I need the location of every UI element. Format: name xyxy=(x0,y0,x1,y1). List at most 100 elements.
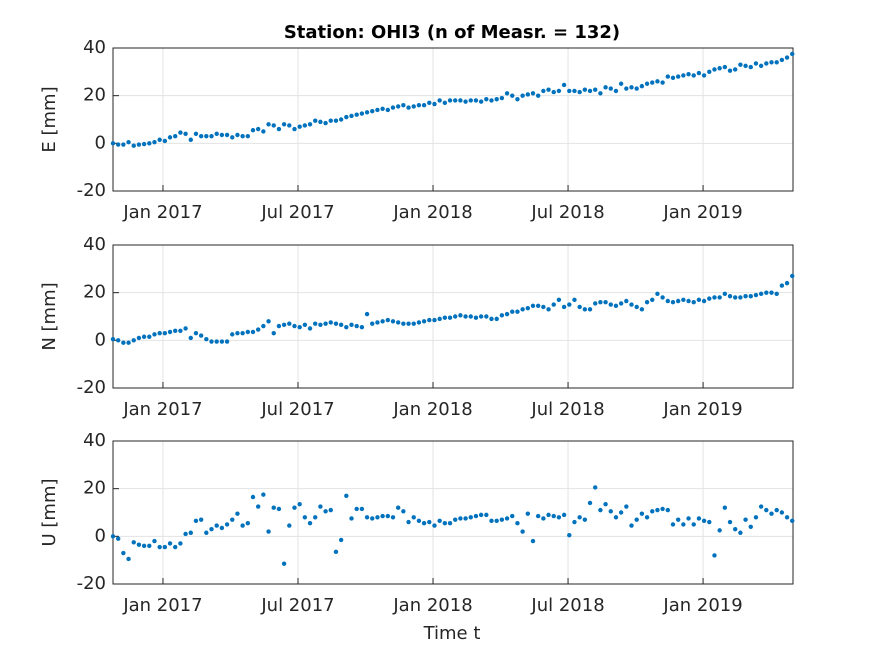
data-point xyxy=(416,103,422,108)
data-point xyxy=(691,522,696,527)
data-point xyxy=(126,340,131,345)
data-point xyxy=(624,298,629,304)
data-point xyxy=(510,93,515,98)
chart-title: Station: OHI3 (n of Measr. = 132) xyxy=(284,22,620,43)
data-point xyxy=(432,317,437,323)
data-point xyxy=(712,553,717,558)
data-point xyxy=(447,521,453,526)
data-point xyxy=(613,303,619,308)
data-point xyxy=(598,300,603,305)
data-point xyxy=(240,133,245,139)
data-point xyxy=(375,107,380,113)
plot-border xyxy=(112,440,794,585)
data-point xyxy=(681,522,686,527)
data-point xyxy=(504,311,510,317)
data-point xyxy=(660,80,665,85)
data-point xyxy=(380,319,385,324)
data-point xyxy=(209,133,214,139)
data-point xyxy=(587,500,593,506)
data-point xyxy=(650,297,655,303)
data-point xyxy=(333,549,339,555)
data-point xyxy=(701,518,707,524)
data-point xyxy=(421,319,427,324)
data-point xyxy=(173,544,178,550)
data-point xyxy=(328,507,333,513)
data-point xyxy=(650,509,655,514)
data-point xyxy=(198,333,204,338)
data-point xyxy=(380,106,385,111)
data-point xyxy=(727,68,733,73)
data-point xyxy=(432,101,437,107)
data-point xyxy=(582,307,588,312)
y-tick-label: 40 xyxy=(83,37,106,58)
data-point xyxy=(733,295,738,300)
data-point xyxy=(147,334,152,339)
data-point xyxy=(494,518,499,524)
data-point xyxy=(675,517,681,522)
y-tick-label: 40 xyxy=(83,234,106,255)
data-point xyxy=(510,513,515,519)
data-point xyxy=(333,118,339,123)
x-tick-label: Jan 2019 xyxy=(662,399,742,420)
data-point xyxy=(302,515,308,520)
data-point xyxy=(261,129,266,134)
data-point xyxy=(157,544,162,550)
data-point xyxy=(515,521,520,526)
data-point xyxy=(338,322,344,328)
data-point xyxy=(302,322,308,328)
data-point xyxy=(738,530,743,535)
x-tick-label: Jan 2019 xyxy=(662,202,742,223)
y-tick-label: 20 xyxy=(83,478,106,499)
data-point xyxy=(292,505,297,510)
data-point xyxy=(421,103,427,108)
data-point xyxy=(209,339,214,344)
data-point xyxy=(204,133,209,139)
data-point xyxy=(567,532,572,538)
data-point xyxy=(344,493,349,499)
data-point xyxy=(131,540,136,545)
data-point xyxy=(437,518,442,524)
data-point xyxy=(722,505,728,510)
data-point xyxy=(546,512,551,518)
x-tick-label: Jan 2018 xyxy=(392,595,472,616)
data-point xyxy=(110,534,116,539)
data-point xyxy=(624,86,629,91)
data-point xyxy=(681,297,686,303)
data-point xyxy=(593,301,598,306)
data-point xyxy=(535,513,541,519)
data-point xyxy=(463,516,468,521)
data-point xyxy=(499,95,505,101)
data-point xyxy=(167,135,173,140)
data-point xyxy=(152,139,157,145)
data-point xyxy=(556,515,562,520)
data-point xyxy=(535,303,541,308)
data-point xyxy=(313,321,318,326)
data-point xyxy=(603,85,608,90)
data-point xyxy=(250,494,256,500)
data-point xyxy=(655,79,660,84)
data-point xyxy=(686,516,691,521)
data-point xyxy=(390,515,396,520)
data-point xyxy=(276,323,282,329)
data-point xyxy=(162,330,168,336)
data-point xyxy=(510,309,515,314)
data-point xyxy=(157,330,162,336)
data-point xyxy=(395,104,401,109)
data-point xyxy=(577,304,582,310)
data-point xyxy=(686,72,691,77)
data-point xyxy=(364,311,370,317)
data-point xyxy=(779,283,785,288)
data-point xyxy=(131,143,136,148)
y-axis-label: U [mm] xyxy=(39,478,60,546)
data-point xyxy=(147,543,152,549)
data-point xyxy=(561,512,567,518)
data-point xyxy=(245,329,251,335)
data-point xyxy=(758,63,764,69)
data-point xyxy=(722,64,728,70)
data-point xyxy=(530,538,536,544)
data-point xyxy=(141,334,147,339)
data-point xyxy=(359,325,365,330)
data-point xyxy=(779,510,785,515)
plot-area xyxy=(112,244,794,389)
